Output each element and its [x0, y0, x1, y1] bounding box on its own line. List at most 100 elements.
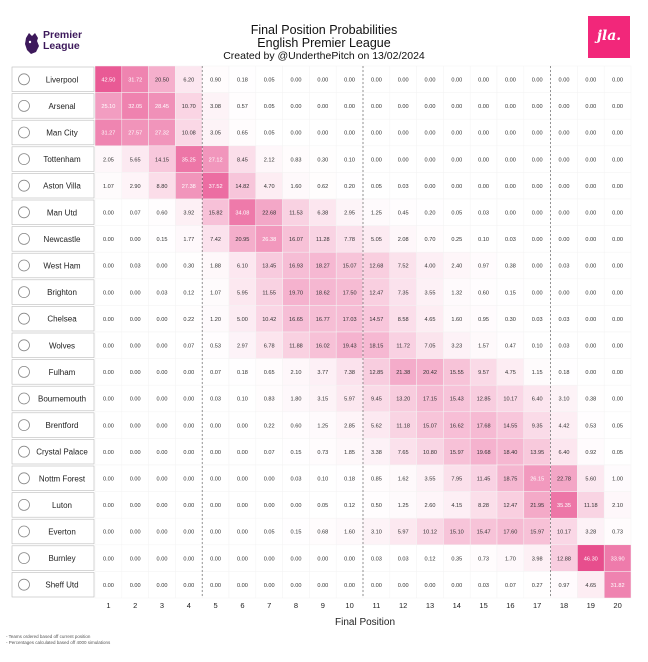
cell-value: 0.00 — [559, 237, 570, 243]
cell-value: 27.12 — [209, 157, 223, 163]
cell-value: 0.07 — [264, 450, 275, 456]
team-name: Luton — [52, 501, 72, 510]
cell-value: 7.38 — [344, 370, 355, 376]
cell-value: 11.53 — [289, 211, 303, 217]
cell-value: 0.00 — [585, 78, 596, 84]
heatmap-cell — [443, 278, 471, 306]
heatmap-cell — [282, 358, 310, 386]
heatmap-cell — [496, 278, 525, 306]
heatmap-cell — [603, 65, 632, 93]
cell-value: 0.03 — [532, 317, 543, 323]
cell-value: 0.00 — [103, 397, 114, 403]
cell-value: 0.22 — [183, 317, 194, 323]
cell-value: 0.00 — [130, 397, 141, 403]
heatmap-cell — [148, 251, 176, 280]
cell-value: 13.95 — [530, 450, 544, 456]
cell-value: 0.00 — [505, 211, 516, 217]
cell-value: 0.12 — [183, 290, 194, 296]
cell-value: 1.60 — [451, 317, 462, 323]
cell-value: 0.00 — [585, 157, 596, 163]
cell-value: 7.52 — [398, 264, 409, 270]
heatmap-cell — [469, 358, 498, 386]
heatmap-cell — [175, 331, 203, 359]
cell-value: 15.55 — [450, 370, 464, 376]
heatmap-cell — [201, 571, 230, 599]
cell-value: 0.00 — [532, 104, 543, 110]
cell-value: 0.53 — [210, 344, 221, 350]
cell-value: 20.95 — [235, 237, 249, 243]
cell-value: 0.00 — [157, 317, 168, 323]
cell-value: 0.00 — [451, 131, 462, 137]
cell-value: 0.00 — [612, 237, 623, 243]
cell-value: 0.30 — [505, 317, 516, 323]
heatmap-cell — [148, 118, 176, 147]
cell-value: 27.32 — [155, 131, 169, 137]
cell-value: 0.00 — [103, 211, 114, 217]
cell-value: 0.00 — [478, 78, 489, 84]
cell-value: 0.03 — [157, 290, 168, 296]
heatmap-cell — [228, 305, 257, 333]
heatmap-cell — [201, 411, 230, 439]
heatmap-cell — [309, 172, 337, 200]
cell-value: 4.00 — [425, 264, 436, 270]
team-name: Wolves — [49, 341, 75, 350]
heatmap-cell — [121, 491, 149, 519]
x-tick-label: 5 — [214, 601, 218, 610]
x-tick-label: 10 — [345, 601, 353, 610]
cell-value: 0.00 — [183, 530, 194, 536]
cell-value: 0.00 — [130, 583, 141, 589]
team-label-box — [11, 93, 95, 119]
heatmap-cell — [469, 411, 498, 439]
heatmap-cell — [416, 491, 444, 519]
cell-value: 0.03 — [130, 264, 141, 270]
team-name: Brighton — [47, 288, 77, 297]
cell-value: 0.00 — [103, 317, 114, 323]
cell-value: 0.00 — [344, 104, 355, 110]
heatmap-cell — [282, 491, 310, 519]
cell-value: 1.88 — [210, 264, 221, 270]
heatmap-cell — [282, 65, 310, 93]
heatmap-cell — [282, 92, 310, 120]
cell-value: 0.00 — [317, 104, 328, 110]
cell-value: 0.65 — [264, 370, 275, 376]
cell-value: 16.77 — [316, 317, 330, 323]
cell-value: 0.00 — [183, 583, 194, 589]
heatmap-cell — [228, 491, 257, 519]
heatmap-cell — [228, 517, 257, 546]
team-name: Crystal Palace — [36, 448, 88, 457]
heatmap-cell — [175, 571, 203, 599]
heatmap-cell — [255, 358, 283, 386]
heatmap-cell — [148, 92, 176, 120]
cell-value: 6.40 — [532, 397, 543, 403]
heatmap-cell — [603, 331, 632, 359]
heatmap-cell — [416, 172, 444, 200]
heatmap-cell — [94, 384, 123, 413]
heatmap-cell — [577, 358, 605, 386]
heatmap-cell — [603, 198, 632, 226]
team-name: Liverpool — [46, 75, 79, 84]
x-tick-label: 16 — [506, 601, 514, 610]
heatmap-cell — [362, 92, 391, 120]
cell-value: 11.72 — [396, 344, 410, 350]
cell-value: 0.00 — [451, 583, 462, 589]
cell-value: 0.00 — [157, 530, 168, 536]
cell-value: 10.70 — [182, 104, 196, 110]
cell-value: 0.00 — [532, 237, 543, 243]
heatmap-cell — [175, 464, 203, 492]
heatmap-cell — [550, 384, 578, 413]
heatmap-cell — [577, 464, 605, 492]
cell-value: 0.00 — [559, 211, 570, 217]
heatmap-cell — [335, 544, 364, 572]
cell-value: 8.58 — [398, 317, 409, 323]
heatmap-cell — [550, 491, 578, 519]
premier-league-wordmark: Premier League — [43, 29, 83, 52]
heatmap-cell — [362, 225, 391, 253]
x-tick-label: 1 — [106, 601, 110, 610]
x-tick-label: 9 — [321, 601, 325, 610]
heatmap-cell — [228, 225, 257, 253]
cell-value: 10.17 — [557, 530, 571, 536]
cell-value: 0.83 — [264, 397, 275, 403]
heatmap-cell — [496, 491, 525, 519]
heatmap-cell — [603, 305, 632, 333]
heatmap-cell — [603, 225, 632, 253]
